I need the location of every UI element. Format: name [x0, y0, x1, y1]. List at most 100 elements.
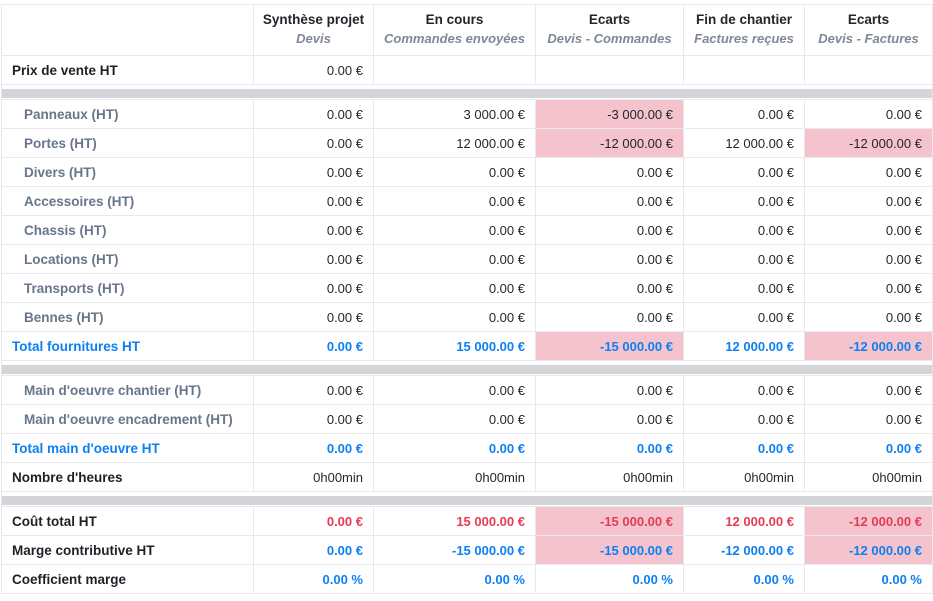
- cell-value-highlighted: -12 000.00 €: [804, 506, 933, 537]
- table-row-locations: Locations (HT) 0.00 € 0.00 € 0.00 € 0.00…: [1, 244, 933, 275]
- column-title: En cours: [425, 12, 484, 27]
- cell-value: 0.00 €: [373, 302, 536, 333]
- column-subtitle: Factures reçues: [694, 30, 794, 46]
- column-subtitle: Commandes envoyées: [384, 30, 525, 46]
- cell-value: 0.00 €: [535, 157, 684, 188]
- table-row-portes: Portes (HT) 0.00 € 12 000.00 € -12 000.0…: [1, 128, 933, 159]
- table-header-row: Synthèse projet Devis En cours Commandes…: [1, 3, 933, 57]
- cell-value: 0.00 €: [373, 244, 536, 275]
- row-label: Total fournitures HT: [1, 331, 254, 362]
- table-row-cout-total: Coût total HT 0.00 € 15 000.00 € -15 000…: [1, 506, 933, 537]
- row-label: Coefficient marge: [1, 564, 254, 595]
- cell-value-highlighted: -15 000.00 €: [535, 535, 684, 566]
- row-label: Total main d'oeuvre HT: [1, 433, 254, 464]
- cell-value-highlighted: -12 000.00 €: [535, 128, 684, 159]
- cell-value: 0.00 €: [804, 302, 933, 333]
- table-row-accessoires: Accessoires (HT) 0.00 € 0.00 € 0.00 € 0.…: [1, 186, 933, 217]
- cell-value: 0h00min: [373, 462, 536, 493]
- table-row-mo-encadrement: Main d'oeuvre encadrement (HT) 0.00 € 0.…: [1, 404, 933, 435]
- cell-value: 0.00 €: [804, 273, 933, 304]
- separator-band: [2, 365, 932, 375]
- cell-value: 12 000.00 €: [683, 331, 805, 362]
- column-title: Ecarts: [588, 12, 631, 27]
- cell-value: 0.00 %: [373, 564, 536, 595]
- table-row-divers: Divers (HT) 0.00 € 0.00 € 0.00 € 0.00 € …: [1, 157, 933, 188]
- cell-value: [683, 55, 805, 86]
- cell-value: 0.00 €: [804, 404, 933, 435]
- cell-value: [373, 55, 536, 86]
- row-label: Prix de vente HT: [1, 55, 254, 86]
- cell-value: 0.00 €: [253, 302, 374, 333]
- table-row-prix-de-vente: Prix de vente HT 0.00 €: [1, 55, 933, 86]
- cell-value-highlighted: -12 000.00 €: [804, 128, 933, 159]
- column-header-ecarts-commandes: Ecarts Devis - Commandes: [535, 3, 684, 57]
- column-header-synthese-projet: Synthèse projet Devis: [253, 3, 374, 57]
- cell-value: 0.00 €: [253, 244, 374, 275]
- cell-value: 0.00 €: [683, 99, 805, 130]
- row-label: Divers (HT): [1, 157, 254, 188]
- cell-value-highlighted: -12 000.00 €: [804, 331, 933, 362]
- column-header-empty: [1, 3, 254, 57]
- cell-value: 0h00min: [535, 462, 684, 493]
- cell-value: 0h00min: [683, 462, 805, 493]
- cell-value: 0.00 €: [253, 535, 374, 566]
- cell-value: 0.00 €: [373, 186, 536, 217]
- cell-value: 0.00 €: [373, 157, 536, 188]
- cell-value: 0.00 €: [535, 215, 684, 246]
- cell-value: 0.00 €: [535, 404, 684, 435]
- cell-value: 0.00 €: [253, 186, 374, 217]
- cell-value: 0.00 €: [683, 302, 805, 333]
- table-row-transports: Transports (HT) 0.00 € 0.00 € 0.00 € 0.0…: [1, 273, 933, 304]
- table-row-chassis: Chassis (HT) 0.00 € 0.00 € 0.00 € 0.00 €…: [1, 215, 933, 246]
- cell-value: 12 000.00 €: [683, 128, 805, 159]
- cell-value: 0.00 €: [535, 244, 684, 275]
- section-separator: [1, 360, 933, 376]
- cell-value: -12 000.00 €: [683, 535, 805, 566]
- column-title: Fin de chantier: [695, 12, 793, 27]
- cell-value: 0.00 €: [253, 273, 374, 304]
- row-label: Transports (HT): [1, 273, 254, 304]
- cell-value: 0.00 %: [804, 564, 933, 595]
- cell-value: 0.00 €: [535, 375, 684, 406]
- section-separator: [1, 84, 933, 100]
- table-row-coefficient-marge: Coefficient marge 0.00 % 0.00 % 0.00 % 0…: [1, 564, 933, 595]
- cell-value-highlighted: -15 000.00 €: [535, 506, 684, 537]
- section-separator: [1, 491, 933, 507]
- cell-value: 0.00 €: [253, 157, 374, 188]
- table-row-mo-chantier: Main d'oeuvre chantier (HT) 0.00 € 0.00 …: [1, 375, 933, 406]
- cell-value: 0.00 €: [804, 99, 933, 130]
- cell-value: 0.00 €: [373, 375, 536, 406]
- row-label: Nombre d'heures: [1, 462, 254, 493]
- cell-value: 0.00 €: [253, 404, 374, 435]
- table-row-panneaux: Panneaux (HT) 0.00 € 3 000.00 € -3 000.0…: [1, 99, 933, 130]
- column-subtitle: Devis - Commandes: [547, 30, 672, 46]
- table-row-bennes: Bennes (HT) 0.00 € 0.00 € 0.00 € 0.00 € …: [1, 302, 933, 333]
- cell-value: [804, 55, 933, 86]
- cell-value: 0.00 €: [804, 157, 933, 188]
- cell-value: 0.00 €: [373, 273, 536, 304]
- cell-value: 12 000.00 €: [373, 128, 536, 159]
- cell-value: -15 000.00 €: [373, 535, 536, 566]
- cell-value: 0.00 %: [535, 564, 684, 595]
- column-subtitle: Devis: [296, 30, 331, 46]
- row-label: Coût total HT: [1, 506, 254, 537]
- row-label: Accessoires (HT): [1, 186, 254, 217]
- separator-band: [2, 89, 932, 99]
- cell-value: 0.00 €: [535, 433, 684, 464]
- cell-value: 0.00 €: [253, 99, 374, 130]
- cell-value: 0.00 €: [804, 186, 933, 217]
- row-label: Main d'oeuvre chantier (HT): [1, 375, 254, 406]
- cell-value: 0.00 €: [683, 273, 805, 304]
- cell-value: 0.00 €: [373, 433, 536, 464]
- project-synthesis-table: Synthèse projet Devis En cours Commandes…: [1, 3, 933, 595]
- cell-value: 0.00 €: [253, 331, 374, 362]
- cell-value: 0.00 €: [804, 375, 933, 406]
- cell-value: 0.00 €: [253, 375, 374, 406]
- cell-value: 0.00 €: [253, 506, 374, 537]
- row-label: Panneaux (HT): [1, 99, 254, 130]
- cell-value: 0.00 €: [253, 55, 374, 86]
- cell-value: 0h00min: [253, 462, 374, 493]
- column-header-en-cours: En cours Commandes envoyées: [373, 3, 536, 57]
- row-label: Chassis (HT): [1, 215, 254, 246]
